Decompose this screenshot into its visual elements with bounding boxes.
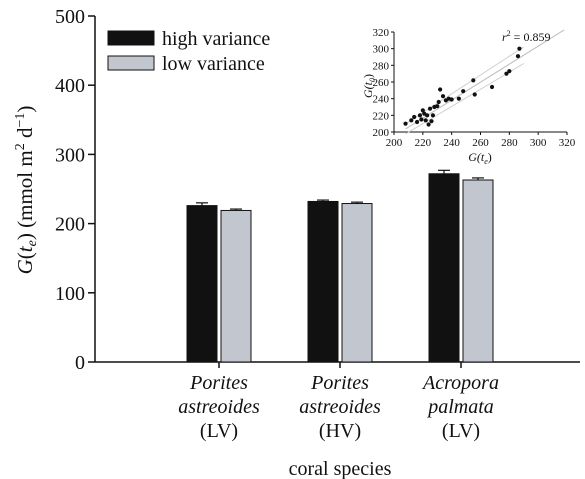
- inset-data-point: [414, 119, 420, 125]
- inset-y-tick-label: 260: [373, 77, 390, 89]
- inset-data-point: [419, 117, 424, 122]
- category-label: astreoides: [299, 396, 381, 418]
- bar-high-variance: [307, 200, 339, 363]
- inset-x-axis-label: G(te): [468, 150, 492, 166]
- inset-fit-line-upper: [405, 46, 525, 125]
- legend: high variance low variance: [107, 28, 270, 75]
- legend-label-high-variance: high variance: [162, 28, 270, 50]
- bars: [186, 169, 494, 363]
- inset-data-point: [440, 94, 446, 99]
- inset-y-tick-label: 320: [373, 27, 390, 39]
- inset-data-point: [517, 46, 522, 51]
- inset-data-point: [426, 122, 431, 127]
- inset-data-point: [420, 108, 425, 113]
- inset-data-point: [471, 78, 476, 83]
- inset-x-tick-label: 200: [386, 137, 403, 149]
- inset-x-tick-label: 260: [472, 137, 489, 149]
- inset-data-point: [427, 106, 433, 111]
- y-tick-label: 400: [55, 75, 85, 97]
- bar-low-variance: [341, 203, 373, 363]
- category-label: (HV): [319, 420, 361, 442]
- inset-data-point: [449, 97, 454, 102]
- inset-points: [403, 46, 522, 127]
- legend-swatch-high-variance: [107, 30, 155, 46]
- inset-data-point: [417, 113, 423, 118]
- x-axis-label: coral species: [289, 458, 392, 479]
- y-tick-label: 500: [55, 6, 85, 28]
- category-label: Porites: [310, 372, 369, 394]
- inset-r2-annotation: r2 = 0.859: [502, 29, 550, 44]
- category-label: (LV): [200, 420, 238, 442]
- y-tick-label: 100: [55, 283, 85, 305]
- inset-ticks: 200 220 240 260 280 300 320 200 220 240 260 280 300 3…: [373, 27, 576, 149]
- inset-scatter: 200 220 240 260 280 300 320 200 220 240 260 280 300 3…: [361, 27, 582, 166]
- inset-x-tick-label: 320: [559, 137, 576, 149]
- inset-data-point: [429, 119, 434, 124]
- category-label: Acropora: [421, 372, 499, 394]
- inset-data-point: [430, 113, 436, 118]
- inset-data-point: [461, 89, 466, 94]
- inset-x-tick-label: 300: [530, 137, 547, 149]
- inset-y-tick-label: 300: [373, 44, 390, 56]
- inset-y-tick-label: 220: [373, 110, 390, 122]
- y-ticks: 0 100 200 300 400 500: [55, 6, 95, 374]
- y-tick-label: 200: [55, 214, 85, 236]
- y-tick-label: 0: [75, 352, 85, 374]
- inset-background: [390, 28, 582, 132]
- category-labels: Poritesastreoides(LV)Poritesastreoides(H…: [178, 362, 499, 442]
- inset-x-tick-label: 240: [443, 137, 460, 149]
- inset-y-tick-label: 280: [373, 60, 390, 72]
- legend-swatch-low-variance: [107, 55, 155, 71]
- legend-label-low-variance: low variance: [162, 53, 265, 75]
- category-label: Porites: [189, 372, 248, 394]
- inset-data-point: [456, 96, 461, 101]
- category-label: astreoides: [178, 396, 260, 418]
- inset-data-point: [504, 71, 509, 76]
- y-tick-label: 300: [55, 144, 85, 166]
- inset-x-tick-label: 280: [501, 137, 518, 149]
- category-label: palmata: [426, 396, 494, 418]
- inset-data-point: [409, 118, 414, 123]
- inset-y-tick-label: 240: [373, 94, 390, 106]
- bar-high-variance: [186, 205, 218, 363]
- inset-data-point: [403, 121, 408, 126]
- inset-data-point: [435, 104, 440, 109]
- inset-data-point: [412, 114, 417, 120]
- inset-data-point: [489, 84, 495, 90]
- inset-data-point: [423, 118, 428, 123]
- inset-fit-line: [405, 29, 565, 130]
- inset-data-point: [507, 69, 512, 74]
- y-axis-label: G(te) (mmol m2 d−1): [13, 106, 40, 275]
- inset-x-tick-label: 220: [415, 137, 432, 149]
- inset-data-point: [438, 87, 443, 92]
- bar-high-variance: [428, 173, 460, 363]
- inset-data-point: [436, 99, 441, 105]
- category-label: (LV): [442, 420, 480, 442]
- inset-data-point: [515, 54, 521, 59]
- inset-data-point: [472, 92, 477, 97]
- inset-y-axis-label: G(t0): [361, 74, 377, 98]
- bar-low-variance: [220, 209, 252, 363]
- bar-low-variance: [462, 179, 494, 363]
- inset-data-point: [425, 113, 430, 118]
- inset-y-tick-label: 200: [373, 127, 390, 139]
